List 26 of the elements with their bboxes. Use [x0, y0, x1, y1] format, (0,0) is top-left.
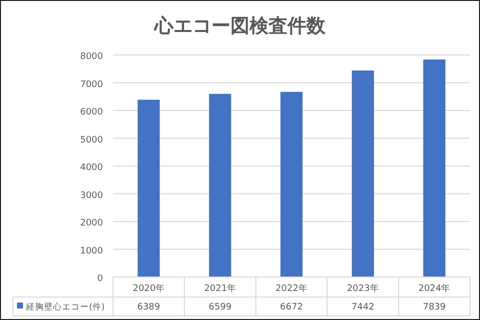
- x-tick-label: 2023年: [346, 283, 379, 294]
- legend-label: 経胸壁心エコー(件): [25, 302, 105, 312]
- data-label: 6672: [280, 302, 303, 312]
- bar: [138, 100, 160, 277]
- chart-title: 心エコー図検査件数: [154, 15, 326, 37]
- bar: [280, 92, 303, 277]
- y-tick-label: 6000: [80, 108, 104, 118]
- y-tick-label: 5000: [80, 135, 104, 146]
- data-label: 7442: [351, 302, 374, 312]
- x-tick-label: 2024年: [418, 283, 450, 294]
- y-tick-label: 4000: [80, 163, 104, 173]
- y-tick-label: 8000: [80, 52, 104, 62]
- x-tick-label: 2020年: [132, 283, 165, 294]
- data-label: 7839: [422, 302, 446, 312]
- x-tick-label: 2022年: [276, 283, 308, 294]
- y-tick-label: 1000: [80, 246, 104, 256]
- y-tick-label: 2000: [80, 218, 104, 228]
- bar: [352, 70, 374, 277]
- data-label: 6599: [208, 302, 232, 312]
- x-tick-label: 2021年: [204, 283, 236, 294]
- data-label: 6389: [137, 302, 160, 312]
- y-tick-label: 0: [97, 274, 104, 284]
- y-tick-label: 7000: [80, 80, 104, 90]
- bar: [423, 59, 446, 277]
- y-tick-label: 3000: [80, 190, 104, 201]
- bar: [209, 94, 232, 277]
